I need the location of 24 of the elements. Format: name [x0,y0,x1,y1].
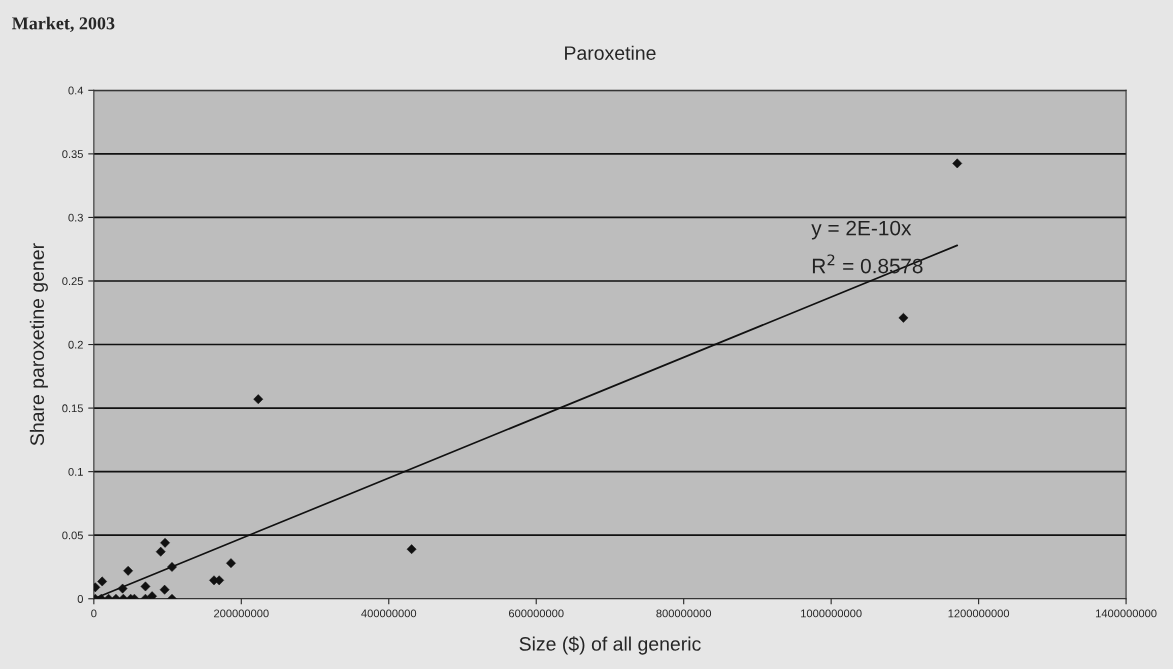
text: Market, 2003 [12,16,115,33]
x-axis-title: Size ($) of all generic [519,636,701,655]
x-tick-label: 0 [91,609,97,618]
y-tick-label: 0.15 [62,404,83,413]
y-tick-label: 0.25 [62,277,83,286]
x-tick-label: 200000000 [214,609,269,618]
x-tick-label: 1400000000 [1096,609,1157,618]
y-axis-title: Share paroxetine gener [29,243,48,446]
y-tick-label: 0.1 [68,467,83,476]
y-tick-label: 0.35 [62,150,83,159]
y-tick-label: 0.2 [68,340,83,349]
x-tick-label: 400000000 [361,609,417,618]
x-tick-label: 1000000000 [801,609,862,618]
x-tick-label: 600000000 [508,609,564,618]
point [898,312,909,323]
x-tick-label: 1200000000 [948,609,1010,618]
y-tick-label: 0 [77,595,83,603]
x-tick-label: 800000000 [656,609,712,618]
chart-title: Paroxetine [565,45,656,60]
y-tick-label: 0.05 [62,531,83,540]
y-tick-label: 0.4 [68,86,84,95]
annotation: y = 2E-10x [811,220,912,240]
point [406,544,417,555]
y-tick-label: 0.3 [68,213,83,222]
